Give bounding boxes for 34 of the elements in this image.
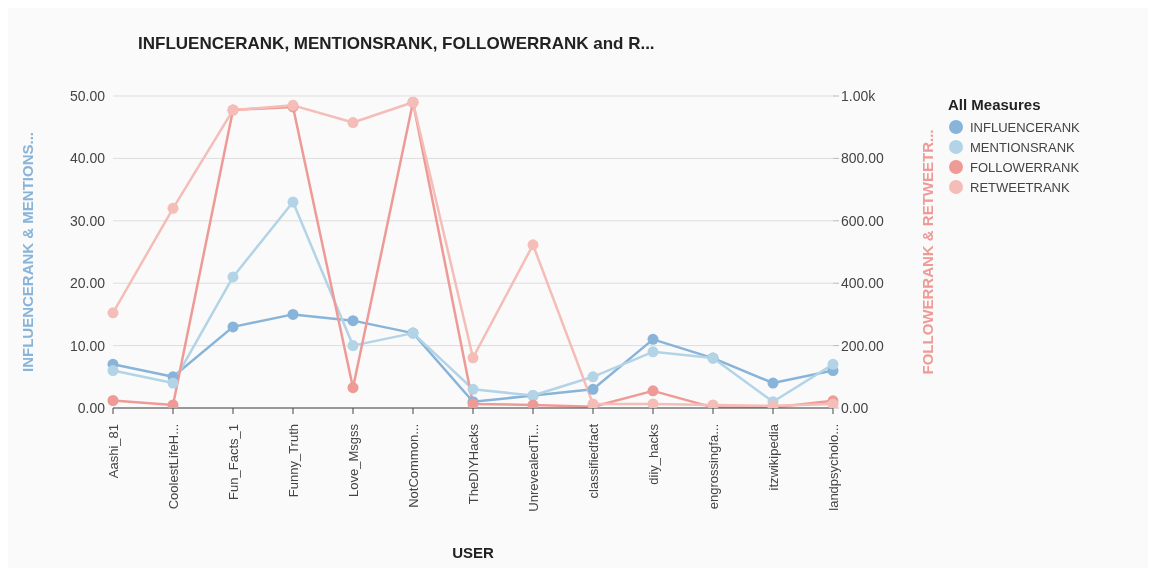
y2-tick-label: 1.00k — [841, 87, 877, 104]
x-tick-label: CoolestLifeH... — [165, 424, 181, 510]
y2-tick-label: 800.00 — [841, 150, 885, 167]
x-axis-title: USER — [452, 544, 494, 561]
x-tick-label: itzwikipedia — [765, 423, 781, 491]
x-tick-label: landpsycholo... — [825, 424, 841, 511]
x-tick-label: Funny_Truth — [285, 424, 301, 498]
x-tick-label: classifiedfact — [585, 423, 601, 499]
x-tick-label: diiy_hacks — [645, 423, 661, 485]
y2-axis-title: FOLLOWERRANK & RETWEETR... — [919, 129, 937, 375]
x-tick-label: Fun_Facts_1 — [225, 424, 241, 500]
x-tick-label: UnrevealedTi... — [525, 424, 541, 512]
y-tick-label: 20.00 — [69, 275, 106, 292]
y2-tick-label: 0.00 — [841, 399, 869, 416]
legend-title: All Measures — [948, 96, 1042, 113]
legend-label: FOLLOWERRANK — [970, 159, 1080, 175]
y2-tick-label: 200.00 — [841, 337, 885, 354]
x-tick-label: Love_Msgss — [345, 423, 361, 497]
y-tick-label: 10.00 — [69, 337, 106, 354]
y-tick-label: 30.00 — [69, 212, 106, 229]
y-axis-title: INFLUENCERANK & MENTIONS... — [19, 132, 37, 372]
y-tick-label: 40.00 — [69, 150, 106, 167]
y2-tick-label: 400.00 — [841, 275, 885, 292]
x-tick-label: Aashi_81 — [105, 424, 121, 479]
y-tick-label: 50.00 — [69, 87, 106, 104]
y2-tick-label: 600.00 — [841, 212, 885, 229]
x-tick-label: TheDIYHacks — [465, 423, 481, 505]
legend-label: RETWEETRANK — [970, 179, 1070, 195]
y-tick-label: 0.00 — [77, 399, 106, 416]
x-tick-label: engrossingfa... — [705, 424, 721, 510]
legend-label: INFLUENCERANK — [970, 119, 1080, 135]
legend-label: MENTIONSRANK — [970, 139, 1075, 155]
x-tick-label: NotCommon... — [405, 424, 421, 508]
chart-title: INFLUENCERANK, MENTIONSRANK, FOLLOWERRANK and R... — [138, 34, 655, 54]
